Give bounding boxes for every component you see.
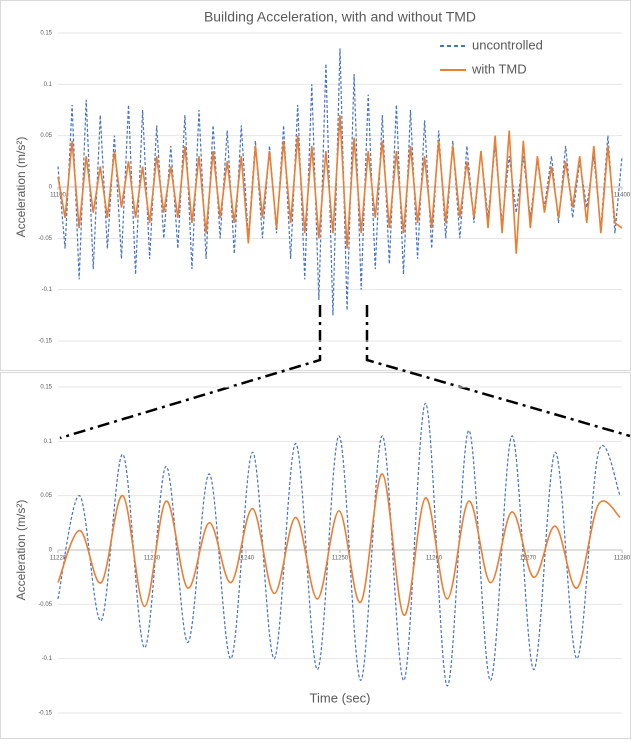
- y-tick-label: -0.1: [42, 656, 53, 662]
- y-tick-label: 0.15: [40, 31, 52, 37]
- y-tick-label: -0.05: [38, 236, 52, 242]
- y-tick-label: -0.15: [38, 711, 52, 717]
- chart-title: Building Acceleration, with and without …: [204, 9, 476, 25]
- x-tick-label: 11280: [614, 556, 631, 562]
- x-tick-label: 11230: [144, 556, 161, 562]
- x-tick-label: 11250: [332, 556, 349, 562]
- y-tick-label: 0.05: [40, 133, 52, 139]
- x-axis-label: Time (sec): [310, 690, 371, 705]
- y-tick-label: 0.1: [44, 82, 53, 88]
- y-tick-label: 0.1: [44, 439, 53, 445]
- y-tick-label: -0.15: [38, 339, 52, 345]
- series-line: [57, 473, 621, 617]
- x-tick-label: 11270: [520, 556, 537, 562]
- series-line: [57, 402, 621, 687]
- legend-label: with TMD: [471, 61, 527, 76]
- series-line: [57, 48, 623, 316]
- y-tick-label: 0.05: [40, 493, 52, 499]
- x-tick-label: 11260: [426, 556, 443, 562]
- y-axis-label: Acceleration (m/s²): [14, 500, 28, 601]
- x-tick-label: 11240: [238, 556, 255, 562]
- x-tick-label: 11220: [50, 556, 67, 562]
- y-axis-label: Acceleration (m/s²): [14, 137, 28, 238]
- y-tick-label: -0.1: [42, 287, 53, 293]
- y-tick-label: 0: [49, 185, 53, 191]
- y-tick-label: -0.05: [38, 602, 52, 608]
- zoom-lines: [59, 305, 631, 440]
- y-tick-label: 0.15: [40, 385, 52, 391]
- x-tick-label: 11400: [614, 193, 631, 199]
- y-tick-label: 0: [49, 548, 53, 554]
- x-tick-label: 11100: [50, 193, 66, 199]
- series-line: [57, 115, 623, 254]
- legend-label: uncontrolled: [472, 37, 543, 52]
